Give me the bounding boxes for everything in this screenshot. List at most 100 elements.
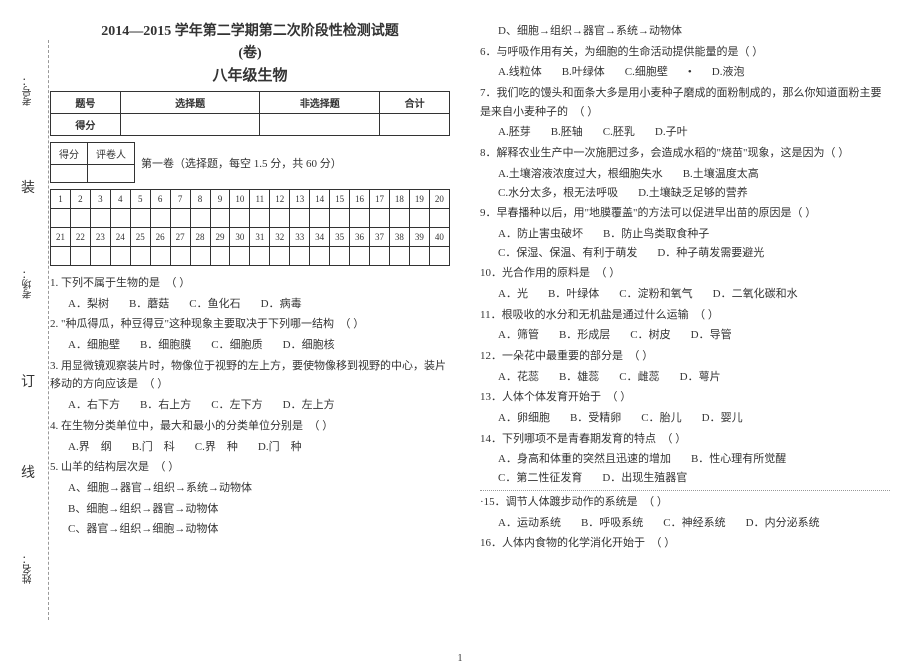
option: B.门 科 xyxy=(132,438,175,457)
option: C.胚乳 xyxy=(603,123,635,142)
hdr-blank2 xyxy=(260,114,380,136)
exam-subject: 八年级生物 xyxy=(50,64,450,85)
option: A.线粒体 xyxy=(498,63,542,82)
exam-title: 2014—2015 学年第二学期第二次阶段性检测试题 xyxy=(50,20,450,40)
question-options: C．保湿、保温、有利于萌发D．种子萌发需要避光 xyxy=(480,244,890,263)
grid-cell: 8 xyxy=(190,190,210,209)
grid-cell xyxy=(230,209,250,228)
grid-cell xyxy=(350,209,370,228)
question-stem: 6．与呼吸作用有关，为细胞的生命活动提供能量的是（ ） xyxy=(480,43,890,62)
option: C．保湿、保温、有利于萌发 xyxy=(498,244,637,263)
option: B．叶绿体 xyxy=(548,285,599,304)
grid-cell: 15 xyxy=(330,190,350,209)
option: D．二氧化碳和水 xyxy=(713,285,798,304)
grid-cell: 14 xyxy=(310,190,330,209)
grid-cell: 10 xyxy=(230,190,250,209)
grid-cell: 26 xyxy=(150,228,170,247)
question-options: A．花蕊B．雄蕊C．雌蕊D．萼片 xyxy=(480,368,890,387)
grid-cell xyxy=(170,247,190,266)
grid-cell xyxy=(370,209,390,228)
question-options: A．筛管B．形成层C．树皮D．导管 xyxy=(480,326,890,345)
grid-cell xyxy=(130,247,150,266)
side-kaochang: 考场： xyxy=(21,269,36,299)
option: C、器官→组织→细胞→动物体 xyxy=(50,520,450,539)
question-options: A．运动系统B．呼吸系统C．神经系统D．内分泌系统 xyxy=(480,514,890,533)
grid-cell: 6 xyxy=(150,190,170,209)
grid-cell: 2 xyxy=(70,190,90,209)
question-options: A.土壤溶液浓度过大，根细胞失水B.土壤温度太高 xyxy=(480,165,890,184)
question-stem: 2. "种瓜得瓜，种豆得豆"这种现象主要取决于下列哪一结构 （ ） xyxy=(50,315,450,334)
option: D.液泡 xyxy=(712,63,745,82)
exam-subtitle: (卷) xyxy=(50,42,450,62)
grid-cell: 22 xyxy=(70,228,90,247)
grid-cell xyxy=(270,247,290,266)
grid-cell xyxy=(70,247,90,266)
grid-cell: 24 xyxy=(110,228,130,247)
grid-cell: 36 xyxy=(350,228,370,247)
hdr-col1: 选择题 xyxy=(120,92,260,114)
option: D．内分泌系统 xyxy=(746,514,820,533)
option: D．导管 xyxy=(691,326,732,345)
question-stem: 7．我们吃的馒头和面条大多是用小麦种子磨成的面粉制成的，那么你知道面粉主要是来自… xyxy=(480,84,890,121)
grid-cell xyxy=(51,209,71,228)
question-options: C.水分太多，根无法呼吸D.土壤缺乏足够的营养 xyxy=(480,184,890,203)
option: B.叶绿体 xyxy=(562,63,605,82)
page-number: 1 xyxy=(458,653,463,664)
grid-cell: 3 xyxy=(90,190,110,209)
grid-cell: 21 xyxy=(51,228,71,247)
section1-title: 第一卷（选择题，每空 1.5 分，共 60 分） xyxy=(141,155,342,171)
grid-cell: 11 xyxy=(250,190,270,209)
option: C．树皮 xyxy=(630,326,670,345)
grid-cell: 7 xyxy=(170,190,190,209)
grid-cell: 17 xyxy=(370,190,390,209)
question-stem: 3. 用显微镜观察装片时，物像位于视野的左上方，要使物像移到视野的中心，装片移动… xyxy=(50,357,450,394)
grid-cell xyxy=(429,209,449,228)
option: D.子叶 xyxy=(655,123,688,142)
question-stem: 10．光合作用的原料是 （ ） xyxy=(480,264,890,283)
option: C．第二性征发育 xyxy=(498,469,582,488)
grid-cell xyxy=(150,209,170,228)
grid-cell: 5 xyxy=(130,190,150,209)
option: C．左下方 xyxy=(211,396,262,415)
option: A.土壤溶液浓度过大，根细胞失水 xyxy=(498,165,663,184)
question-stem: 8．解释农业生产中一次施肥过多，会造成水稻的"烧苗"现象，这是因为（ ） xyxy=(480,144,890,163)
option: C．神经系统 xyxy=(663,514,725,533)
grid-cell: 31 xyxy=(250,228,270,247)
grid-cell: 35 xyxy=(330,228,350,247)
hdr-blank1 xyxy=(120,114,260,136)
option: A．右下方 xyxy=(68,396,120,415)
grid-cell: 40 xyxy=(429,228,449,247)
answer-grid: 1234567891011121314151617181920 21222324… xyxy=(50,189,450,266)
option: B．受精卵 xyxy=(570,409,621,428)
grid-cell: 23 xyxy=(90,228,110,247)
grid-cell: 18 xyxy=(389,190,409,209)
question-stem: 1. 下列不属于生物的是 （ ） xyxy=(50,274,450,293)
grid-cell xyxy=(210,247,230,266)
grid-cell xyxy=(310,209,330,228)
side-ding: 订 xyxy=(21,371,35,391)
option: D．出现生殖器官 xyxy=(602,469,687,488)
grid-cell xyxy=(110,247,130,266)
grid-cell: 25 xyxy=(130,228,150,247)
question-stem: 16．人体内食物的化学消化开始于 （ ） xyxy=(480,534,890,553)
question-options: C．第二性征发育 D．出现生殖器官 xyxy=(480,469,890,488)
option: A．运动系统 xyxy=(498,514,561,533)
option: B．细胞膜 xyxy=(140,336,191,355)
grid-cell: 38 xyxy=(389,228,409,247)
grid-cell xyxy=(270,209,290,228)
score-label: 得分 xyxy=(51,143,88,165)
option: B．防止鸟类取食种子 xyxy=(603,225,709,244)
side-zhuang: 装 xyxy=(21,177,35,197)
grid-cell xyxy=(190,209,210,228)
option: A.胚芽 xyxy=(498,123,531,142)
option: A、细胞→器官→组织→系统→动物体 xyxy=(50,479,450,498)
option: A．梨树 xyxy=(68,295,109,314)
grid-cell xyxy=(110,209,130,228)
grid-cell: 9 xyxy=(210,190,230,209)
grid-cell: 13 xyxy=(290,190,310,209)
grid-cell xyxy=(409,247,429,266)
side-xingming: 姓名： xyxy=(21,554,36,584)
option: D．婴儿 xyxy=(702,409,743,428)
option: C．淀粉和氧气 xyxy=(619,285,692,304)
option: D.土壤缺乏足够的营养 xyxy=(638,184,748,203)
